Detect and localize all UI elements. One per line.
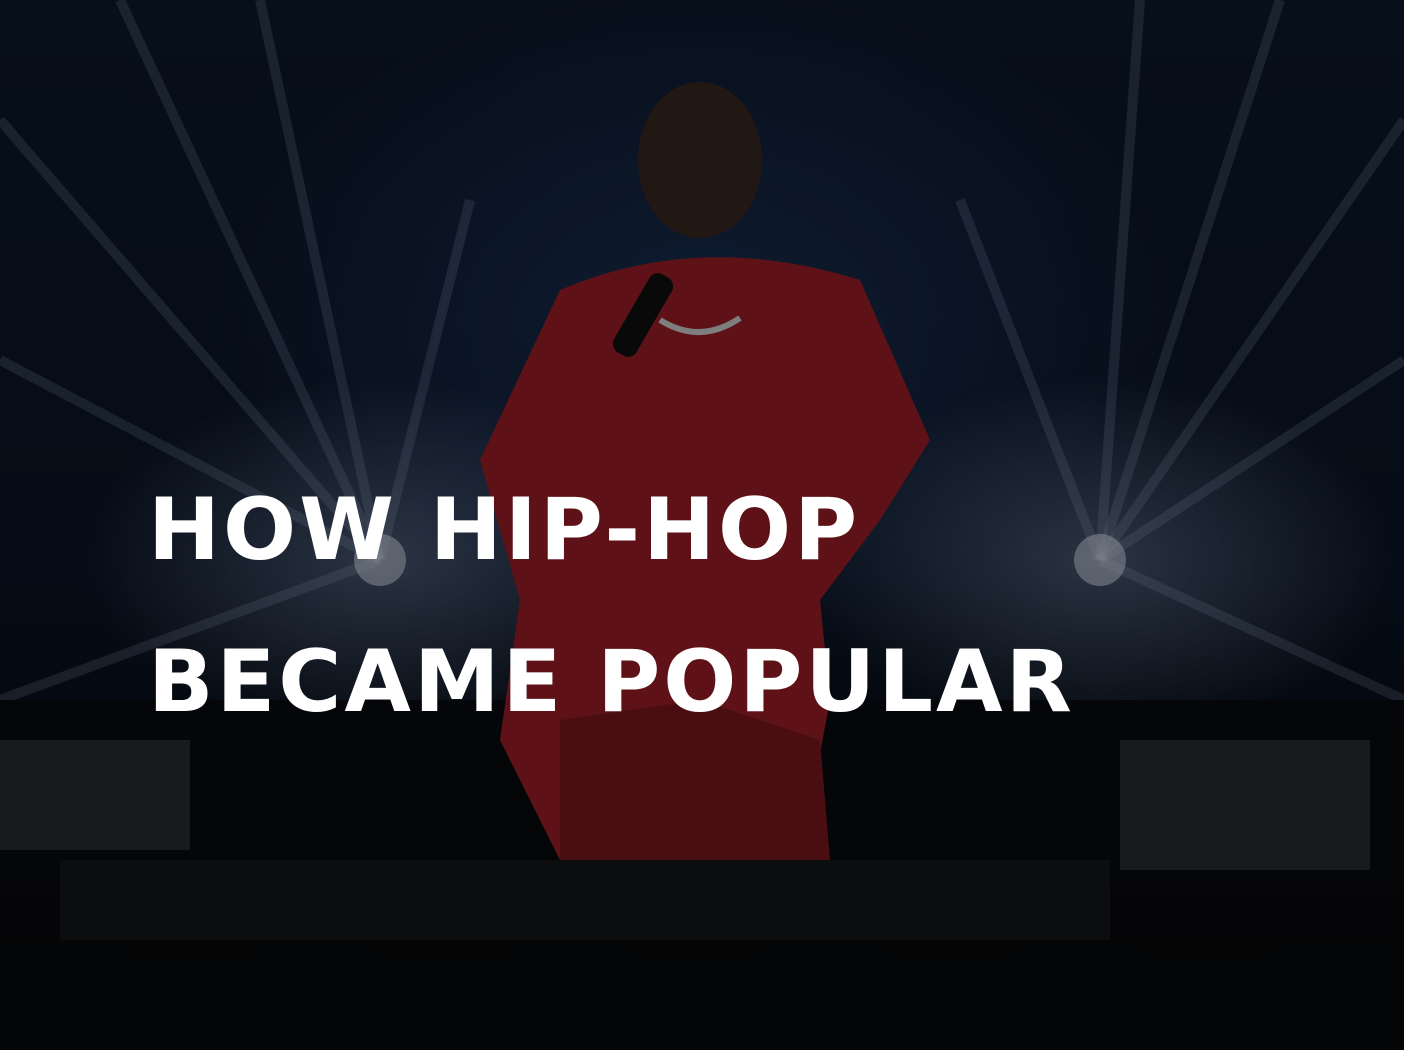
headline: HOW HIP-HOP BECAME POPULAR — [148, 454, 1075, 758]
headline-line-1: HOW HIP-HOP — [148, 480, 861, 580]
headline-line-2: BECAME POPULAR — [148, 632, 1075, 732]
